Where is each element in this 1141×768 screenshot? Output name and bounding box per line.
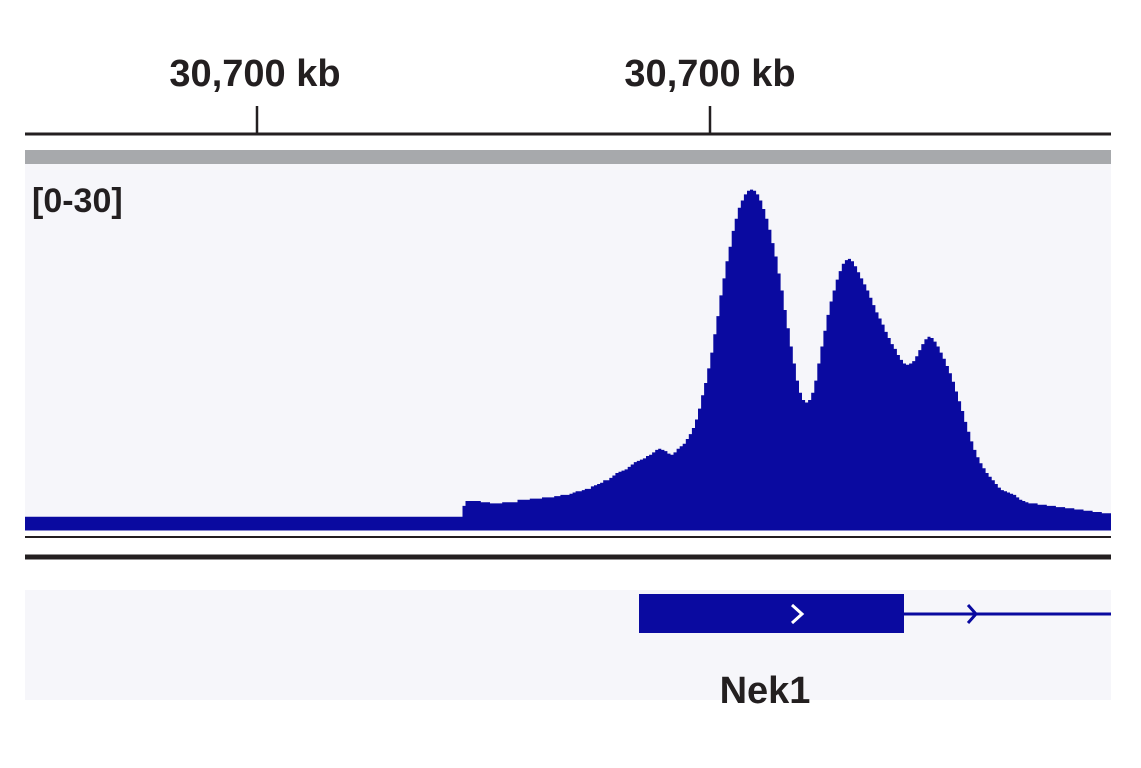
gene-track-background — [25, 590, 1111, 700]
coverage-track[interactable]: [0-30] — [25, 164, 1111, 531]
ruler: 30,700 kb 30,700 kb — [25, 53, 1111, 136]
coverage-area — [25, 189, 1111, 529]
gene-name-label: Nek1 — [720, 670, 811, 712]
data-range-label: [0-30] — [32, 182, 123, 220]
gene-track[interactable]: Nek1 — [25, 590, 1111, 712]
ruler-tick-label: 30,700 kb — [169, 53, 340, 95]
ruler-tick-label: 30,700 kb — [624, 53, 795, 95]
track-header-bar — [25, 150, 1111, 164]
gene-exon-block[interactable] — [639, 594, 904, 633]
strand-arrow-icon — [790, 603, 805, 625]
strand-arrow-icon — [966, 604, 979, 624]
